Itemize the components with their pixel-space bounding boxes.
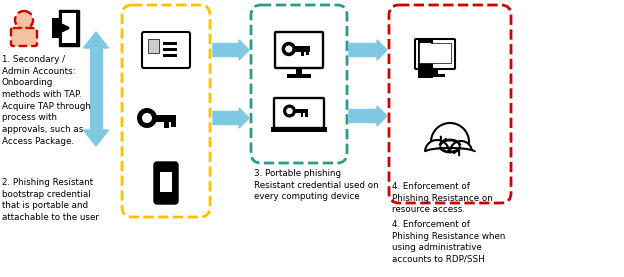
Circle shape — [283, 104, 296, 117]
FancyBboxPatch shape — [275, 32, 323, 68]
Bar — [90, 44, 103, 134]
Text: 3. Portable phishing
Resistant credential used on
every computing device: 3. Portable phishing Resistant credentia… — [254, 169, 379, 201]
Circle shape — [450, 141, 472, 163]
Bar — [301, 113, 303, 117]
Circle shape — [281, 42, 296, 56]
Bar — [163, 42, 177, 45]
Bar — [163, 48, 177, 50]
Text: 4. Enforcement of
Phishing Resistance on
resource access.: 4. Enforcement of Phishing Resistance on… — [392, 182, 493, 214]
Circle shape — [137, 108, 157, 128]
FancyBboxPatch shape — [274, 98, 324, 128]
FancyBboxPatch shape — [142, 32, 190, 68]
Bar — [59, 10, 79, 46]
FancyArrow shape — [213, 108, 249, 128]
Circle shape — [142, 113, 152, 123]
Bar — [418, 40, 433, 78]
Bar — [305, 113, 308, 117]
FancyArrow shape — [84, 130, 109, 146]
Circle shape — [431, 123, 469, 161]
Bar — [163, 54, 177, 57]
Circle shape — [285, 45, 293, 53]
Circle shape — [286, 108, 293, 114]
Bar — [62, 13, 76, 43]
Bar — [52, 18, 59, 38]
Bar — [306, 52, 310, 55]
Circle shape — [425, 140, 449, 164]
Bar — [420, 49, 431, 53]
FancyArrow shape — [349, 40, 387, 60]
Circle shape — [15, 11, 33, 29]
FancyBboxPatch shape — [415, 39, 455, 69]
FancyArrow shape — [84, 32, 109, 48]
Bar — [160, 172, 172, 192]
Bar — [424, 151, 476, 167]
Bar — [294, 109, 308, 113]
Bar — [296, 67, 302, 74]
Bar — [154, 114, 176, 122]
Bar — [432, 68, 438, 74]
FancyBboxPatch shape — [11, 28, 37, 46]
Bar — [171, 122, 175, 127]
Bar — [271, 127, 327, 132]
Bar — [148, 39, 159, 53]
Bar — [425, 74, 445, 77]
Bar — [164, 122, 168, 127]
Bar — [287, 74, 311, 78]
FancyArrow shape — [349, 106, 387, 126]
Bar — [420, 43, 431, 47]
FancyBboxPatch shape — [154, 162, 178, 204]
Text: 1. Secondary /
Admin Accounts:
Onboarding
methods with TAP.
Acquire TAP through
: 1. Secondary / Admin Accounts: Onboardin… — [2, 55, 91, 146]
Bar — [301, 52, 305, 56]
Bar — [419, 43, 451, 63]
Text: 4. Enforcement of
Phishing Resistance when
using administrative
accounts to RDP/: 4. Enforcement of Phishing Resistance wh… — [392, 220, 505, 264]
FancyArrow shape — [213, 40, 249, 60]
Bar — [294, 47, 310, 52]
Text: 2. Phishing Resistant
bootstrap credential
that is portable and
attachable to th: 2. Phishing Resistant bootstrap credenti… — [2, 178, 99, 222]
